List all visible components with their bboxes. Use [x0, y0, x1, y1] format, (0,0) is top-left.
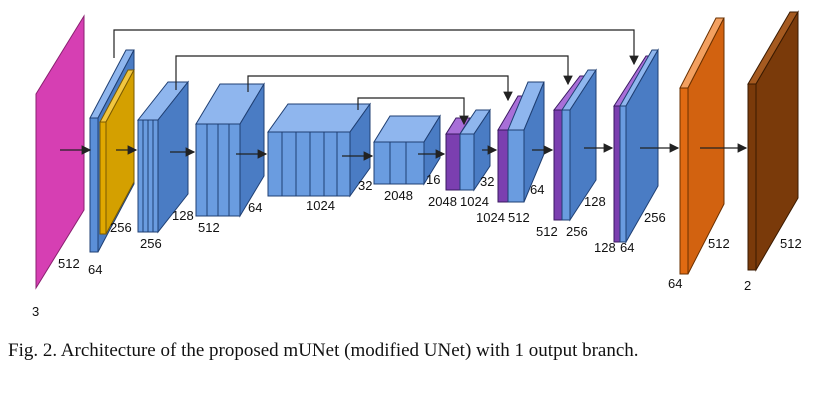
bottleneck-block: [373, 114, 441, 186]
label-input-channels: 3: [32, 304, 39, 319]
label-enc2-size: 256: [140, 236, 162, 251]
label-dec1-size: 2048: [428, 194, 457, 209]
encoder-block-2: [136, 80, 190, 234]
label-enc1-channels: 64: [88, 262, 102, 277]
label-bottleneck-size: 2048: [384, 188, 413, 203]
skip-connection-4: [357, 97, 469, 126]
skip-connections: [113, 29, 639, 126]
input-block: [35, 14, 85, 290]
label-enc3-size: 512: [198, 220, 220, 235]
label-dec2-channels: 64: [530, 182, 544, 197]
label-dec2-size: 1024: [476, 210, 505, 225]
label-dec4-size: 128: [594, 240, 616, 255]
label-out2-size: 512: [780, 236, 802, 251]
label-enc4-size: 1024: [306, 198, 335, 213]
label-enc2-channels: 128: [172, 208, 194, 223]
label-dec1-channels: 32: [480, 174, 494, 189]
label-enc4-channels: 32: [358, 178, 372, 193]
figure-caption: Fig. 2. Architecture of the proposed mUN…: [8, 340, 639, 361]
encoder-block-3: [195, 82, 265, 218]
label-dec4-size2: 64: [620, 240, 634, 255]
label-dec3-size: 512: [536, 224, 558, 239]
skip-connection-2: [175, 55, 573, 90]
label-bottleneck-channels: 16: [426, 172, 440, 187]
output-block-2: [747, 10, 799, 272]
decoder-block-2: [497, 81, 545, 203]
encoder-gold-block: [99, 69, 135, 235]
forward-arrows: [60, 143, 748, 161]
label-dec2-size2: 512: [508, 210, 530, 225]
skip-connection-1: [113, 29, 639, 66]
dimension-labels: 3 512 64 256 256 128 512 64 1024 32 2048…: [32, 172, 802, 319]
label-input-size: 512: [58, 256, 80, 271]
skip-connection-3: [247, 75, 513, 102]
label-enc1-gold-size: 256: [110, 220, 132, 235]
label-dec4-channels: 256: [644, 210, 666, 225]
label-dec1-size2: 1024: [460, 194, 489, 209]
label-dec3-channels: 128: [584, 194, 606, 209]
encoder-block-4: [267, 102, 371, 198]
label-out2-channels: 2: [744, 278, 751, 293]
label-enc3-channels: 64: [248, 200, 262, 215]
decoder-block-4: [613, 48, 659, 244]
label-out1-size: 512: [708, 236, 730, 251]
munet-architecture-diagram: 3 512 64 256 256 128 512 64 1024 32 2048…: [32, 10, 802, 319]
label-out1-channels: 64: [668, 276, 682, 291]
decoder-block-3: [552, 68, 597, 222]
output-block-1: [679, 17, 725, 275]
label-dec3-size2: 256: [566, 224, 588, 239]
